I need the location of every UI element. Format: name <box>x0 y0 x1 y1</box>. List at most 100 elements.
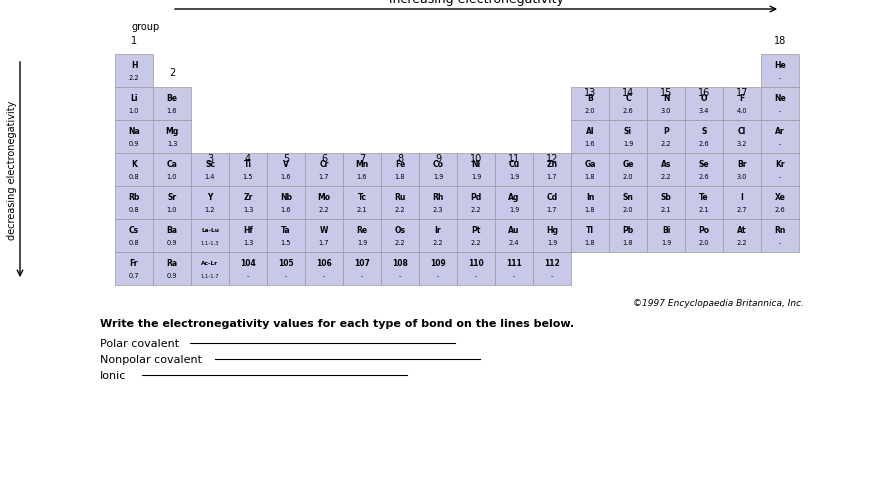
Text: 0.8: 0.8 <box>129 207 140 213</box>
Text: 13: 13 <box>584 88 596 98</box>
Bar <box>229 186 267 220</box>
Bar <box>191 186 229 220</box>
Bar <box>305 154 343 186</box>
Text: 2.2: 2.2 <box>433 240 443 245</box>
Bar <box>343 220 381 252</box>
Bar <box>609 186 647 220</box>
Text: Tl: Tl <box>586 226 594 235</box>
Bar <box>381 186 419 220</box>
Text: Al: Al <box>585 127 594 136</box>
Bar <box>115 186 153 220</box>
Bar <box>533 186 571 220</box>
Bar <box>191 252 229 285</box>
Bar <box>267 252 305 285</box>
Text: Pb: Pb <box>623 226 634 235</box>
Text: decreasing electronegativity: decreasing electronegativity <box>7 101 17 240</box>
Text: 1.9: 1.9 <box>509 174 519 180</box>
Text: Ar: Ar <box>775 127 785 136</box>
Text: Pt: Pt <box>472 226 480 235</box>
Bar <box>533 154 571 186</box>
Text: Si: Si <box>624 127 632 136</box>
Text: 1.9: 1.9 <box>660 240 671 245</box>
Text: Nonpolar covalent: Nonpolar covalent <box>100 354 202 364</box>
Text: -: - <box>399 272 401 279</box>
Text: 2.2: 2.2 <box>660 141 671 147</box>
Text: 1.0: 1.0 <box>167 174 177 180</box>
Text: P: P <box>663 127 669 136</box>
Text: 0.7: 0.7 <box>129 272 140 279</box>
Text: K: K <box>131 160 137 169</box>
Text: Cu: Cu <box>509 160 519 169</box>
Text: 109: 109 <box>430 259 446 268</box>
Text: -: - <box>779 108 781 114</box>
Text: 2.2: 2.2 <box>395 207 405 213</box>
Bar <box>571 186 609 220</box>
Text: Hg: Hg <box>546 226 558 235</box>
Text: -: - <box>361 272 363 279</box>
Text: 1.5: 1.5 <box>243 174 253 180</box>
Text: 3.4: 3.4 <box>698 108 709 114</box>
Bar <box>343 154 381 186</box>
Text: Cd: Cd <box>547 193 557 202</box>
Text: 1.9: 1.9 <box>547 240 557 245</box>
Text: 3.0: 3.0 <box>660 108 671 114</box>
Text: Sr: Sr <box>168 193 177 202</box>
Text: Br: Br <box>737 160 747 169</box>
Text: At: At <box>737 226 747 235</box>
Bar <box>115 154 153 186</box>
Bar <box>495 186 533 220</box>
Text: 1.7: 1.7 <box>319 240 329 245</box>
Text: Ag: Ag <box>509 193 520 202</box>
Text: 15: 15 <box>660 88 672 98</box>
Text: La-Lu: La-Lu <box>201 228 219 233</box>
Text: Nb: Nb <box>280 193 292 202</box>
Text: Be: Be <box>167 94 177 103</box>
Bar <box>647 186 685 220</box>
Text: C: C <box>625 94 630 103</box>
Text: 1.3: 1.3 <box>243 207 253 213</box>
Text: Ac-Lr: Ac-Lr <box>201 261 219 266</box>
Bar <box>609 121 647 154</box>
Text: 2: 2 <box>169 68 175 79</box>
Text: W: W <box>320 226 328 235</box>
Text: 2.0: 2.0 <box>623 207 633 213</box>
Text: Po: Po <box>698 226 710 235</box>
Text: 2.6: 2.6 <box>623 108 633 114</box>
Bar <box>153 186 191 220</box>
Text: 110: 110 <box>468 259 484 268</box>
Text: As: As <box>660 160 671 169</box>
Text: ©1997 Encyclopaedia Britannica, Inc.: ©1997 Encyclopaedia Britannica, Inc. <box>633 299 804 308</box>
Text: 1.3: 1.3 <box>243 240 253 245</box>
Text: I: I <box>741 193 743 202</box>
Bar <box>267 186 305 220</box>
Text: Pd: Pd <box>471 193 481 202</box>
Text: -: - <box>779 240 781 245</box>
Bar <box>723 121 761 154</box>
Bar <box>647 121 685 154</box>
Bar <box>685 121 723 154</box>
Text: 107: 107 <box>354 259 370 268</box>
Bar <box>685 186 723 220</box>
Bar <box>267 220 305 252</box>
Text: Cs: Cs <box>129 226 139 235</box>
Bar <box>115 121 153 154</box>
Text: 4.0: 4.0 <box>736 108 747 114</box>
Bar <box>761 88 799 121</box>
Text: 2.6: 2.6 <box>774 207 785 213</box>
Bar <box>153 252 191 285</box>
Text: Ge: Ge <box>623 160 634 169</box>
Text: -: - <box>513 272 515 279</box>
Text: 3.2: 3.2 <box>736 141 747 147</box>
Text: 112: 112 <box>544 259 560 268</box>
Text: 1.9: 1.9 <box>357 240 367 245</box>
Text: 8: 8 <box>397 154 403 163</box>
Text: Polar covalent: Polar covalent <box>100 338 179 348</box>
Text: F: F <box>739 94 744 103</box>
Bar <box>571 154 609 186</box>
Text: 3.0: 3.0 <box>736 174 747 180</box>
Text: 105: 105 <box>278 259 294 268</box>
Text: Na: Na <box>128 127 140 136</box>
Bar <box>533 220 571 252</box>
Text: 108: 108 <box>392 259 408 268</box>
Text: 1.0: 1.0 <box>167 207 177 213</box>
